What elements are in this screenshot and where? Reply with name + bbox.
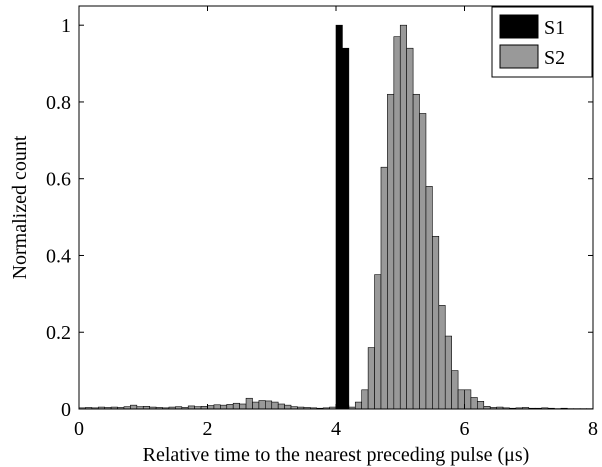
bar-s2-48 — [387, 93, 395, 410]
x-axis: 0 2 4 6 8 — [74, 6, 598, 440]
bar-s2-28 — [258, 400, 266, 410]
bar-s2-25 — [239, 403, 247, 410]
bar-s2-56 — [438, 305, 446, 410]
bar-s2-43 — [354, 401, 362, 410]
bar-s2-61 — [470, 397, 478, 410]
series-s2-bars — [78, 24, 594, 410]
bar-s2-58 — [451, 370, 459, 410]
bar-s2-27 — [252, 401, 260, 410]
legend-label-s2: S2 — [544, 47, 565, 69]
x-axis-label: Relative time to the nearest preceding p… — [143, 444, 530, 466]
bar-s2-8 — [130, 404, 138, 410]
bar-s2-53 — [419, 113, 427, 410]
y-tick-label: 0.2 — [46, 322, 71, 344]
bar-s2-21 — [213, 404, 221, 410]
y-tick-label: 0.6 — [46, 169, 71, 191]
bar-s2-32 — [284, 404, 292, 410]
bar-s2-59 — [457, 389, 465, 410]
bar-s2-26 — [245, 397, 253, 410]
bar-s2-46 — [374, 274, 382, 410]
x-tick-label: 0 — [74, 418, 84, 440]
bar-s2-60 — [464, 389, 472, 410]
bar-s2-45 — [367, 347, 375, 410]
y-tick-label: 0 — [61, 399, 71, 421]
y-axis-label: Normalized count — [9, 135, 31, 279]
x-tick-label: 6 — [460, 418, 470, 440]
bar-s2-47 — [380, 166, 388, 410]
bar-s2-24 — [232, 402, 240, 410]
x-tick-label: 2 — [203, 418, 213, 440]
bar-s2-22 — [220, 404, 228, 410]
y-tick-label: 0.8 — [46, 92, 71, 114]
y-tick-label: 1 — [61, 15, 71, 37]
legend-label-s1: S1 — [544, 17, 565, 39]
bar-s1-0 — [335, 24, 343, 410]
bar-s2-57 — [444, 335, 452, 410]
x-tick-label: 8 — [588, 418, 598, 440]
bar-s2-54 — [425, 186, 433, 410]
legend-swatch-s2 — [499, 44, 539, 69]
bar-s2-62 — [477, 401, 485, 410]
bar-s2-29 — [265, 400, 273, 410]
bar-s2-49 — [393, 36, 401, 410]
bar-s2-52 — [412, 93, 420, 410]
bar-s2-31 — [277, 403, 285, 410]
bar-s2-23 — [226, 404, 234, 410]
y-axis: 0 0.2 0.4 0.6 0.8 1 — [46, 15, 593, 421]
bar-s2-20 — [207, 405, 215, 410]
bar-s2-55 — [432, 235, 440, 410]
bar-s2-44 — [361, 389, 369, 410]
legend-swatch-s1 — [499, 14, 539, 39]
y-tick-label: 0.4 — [46, 245, 71, 267]
x-tick-label: 4 — [331, 418, 341, 440]
bar-s2-30 — [271, 401, 279, 410]
bar-s2-50 — [399, 24, 407, 410]
bar-s2-51 — [406, 47, 414, 410]
bar-s1-1 — [342, 47, 350, 410]
series-s1-bars — [335, 24, 350, 410]
